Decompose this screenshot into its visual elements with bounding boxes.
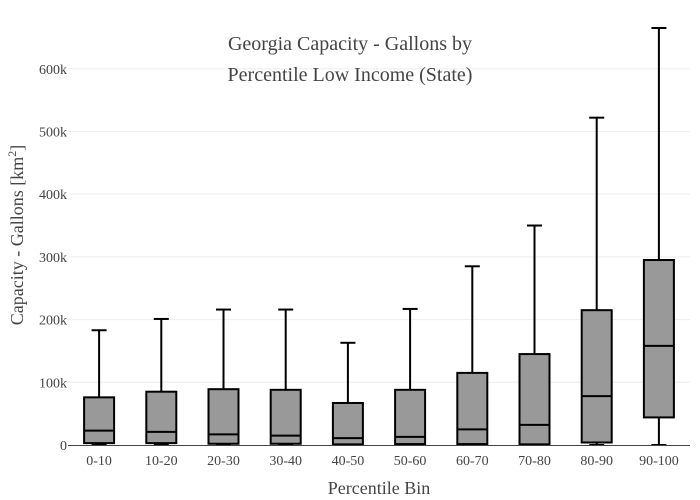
x-tick-label: 10-20 bbox=[145, 454, 178, 469]
y-axis-title-superscript: 2 bbox=[5, 151, 19, 157]
box-80-90 bbox=[580, 116, 613, 446]
x-tick-label: 30-40 bbox=[269, 454, 302, 469]
y-tick-label: 400k bbox=[39, 188, 67, 203]
x-tick-label: 90-100 bbox=[639, 454, 679, 469]
x-tick-label: 60-70 bbox=[456, 454, 489, 469]
y-tick-label: 300k bbox=[39, 251, 67, 266]
y-axis-title: Capacity - Gallons [km2] bbox=[5, 145, 27, 325]
box-20-30 bbox=[207, 308, 240, 446]
box-40-50 bbox=[331, 341, 364, 446]
box-0-10 bbox=[83, 329, 116, 446]
y-axis-title-end: ] bbox=[7, 145, 27, 151]
box-iqr bbox=[642, 259, 675, 419]
y-tick-labels: 0 100k 200k 300k 400k 500k 600k bbox=[39, 63, 67, 454]
y-axis-title-base: Capacity - Gallons [km bbox=[7, 157, 27, 325]
x-tick-label: 0-10 bbox=[86, 454, 112, 469]
y-tick-label: 100k bbox=[39, 376, 67, 391]
y-tick-label: 600k bbox=[39, 63, 67, 78]
y-tick-label: 0 bbox=[60, 439, 67, 454]
box-10-20 bbox=[145, 317, 178, 446]
box-iqr bbox=[580, 309, 613, 444]
box-iqr bbox=[394, 388, 427, 446]
box-iqr bbox=[145, 390, 178, 445]
chart-title-line2: Percentile Low Income (State) bbox=[228, 64, 473, 86]
y-tick-label: 200k bbox=[39, 314, 67, 329]
x-tick-label: 70-80 bbox=[518, 454, 551, 469]
box-60-70 bbox=[456, 265, 489, 446]
box-iqr bbox=[207, 388, 240, 445]
x-tick-labels: 0-10 10-20 20-30 30-40 40-50 50-60 60-70 70-80 8… bbox=[86, 454, 678, 469]
x-tick-label: 50-60 bbox=[394, 454, 427, 469]
box-70-80 bbox=[518, 224, 551, 446]
x-tick-label: 20-30 bbox=[207, 454, 240, 469]
box-iqr bbox=[518, 353, 551, 446]
chart-title-line1: Georgia Capacity - Gallons by bbox=[228, 33, 472, 55]
x-tick-label: 40-50 bbox=[332, 454, 365, 469]
box-iqr bbox=[83, 396, 116, 445]
box-50-60 bbox=[394, 307, 427, 446]
x-axis-title: Percentile Bin bbox=[328, 478, 430, 498]
x-tick-label: 80-90 bbox=[580, 454, 613, 469]
boxes bbox=[83, 27, 675, 446]
box-30-40 bbox=[269, 308, 302, 446]
box-iqr bbox=[456, 371, 489, 446]
box-90-100 bbox=[642, 27, 675, 446]
y-tick-label: 500k bbox=[39, 125, 67, 140]
